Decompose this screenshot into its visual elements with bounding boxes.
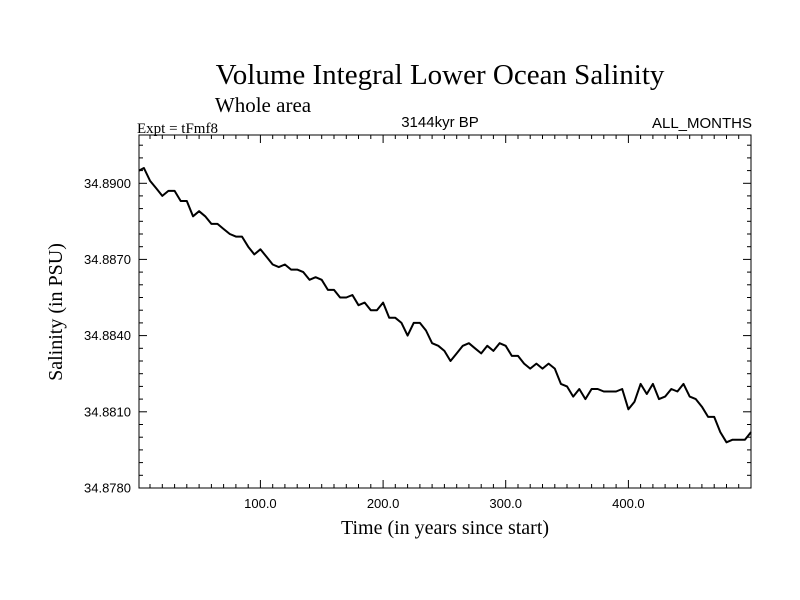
x-tick-label: 100.0 [244, 496, 277, 511]
x-tick-label: 200.0 [367, 496, 400, 511]
plot-frame [138, 134, 752, 489]
y-tick-label: 34.8840 [84, 328, 131, 343]
y-tick-label: 34.8900 [84, 176, 131, 191]
y-axis-label: Salinity (in PSU) [45, 243, 67, 381]
experiment-label: Expt = tFmf8 [137, 121, 218, 137]
x-axis: 100.0 200.0 300.0 400.0 [149, 135, 740, 511]
y-tick-label: 34.8780 [84, 481, 131, 496]
salinity-series-line [138, 167, 752, 444]
y-tick-label: 34.8810 [84, 404, 131, 419]
chart-title: Volume Integral Lower Ocean Salinity [216, 59, 665, 91]
x-tick-label: 400.0 [612, 496, 645, 511]
y-tick-label: 34.8870 [84, 252, 131, 267]
x-axis-label: Time (in years since start) [341, 517, 549, 539]
y-axis: 34.8780 34.8810 34.8840 34.8870 34.8900 [84, 144, 751, 496]
x-tick-label: 300.0 [489, 496, 522, 511]
months-label: ALL_MONTHS [652, 115, 752, 132]
period-label: 3144kyr BP [401, 114, 479, 131]
chart-subtitle: Whole area [215, 93, 312, 117]
